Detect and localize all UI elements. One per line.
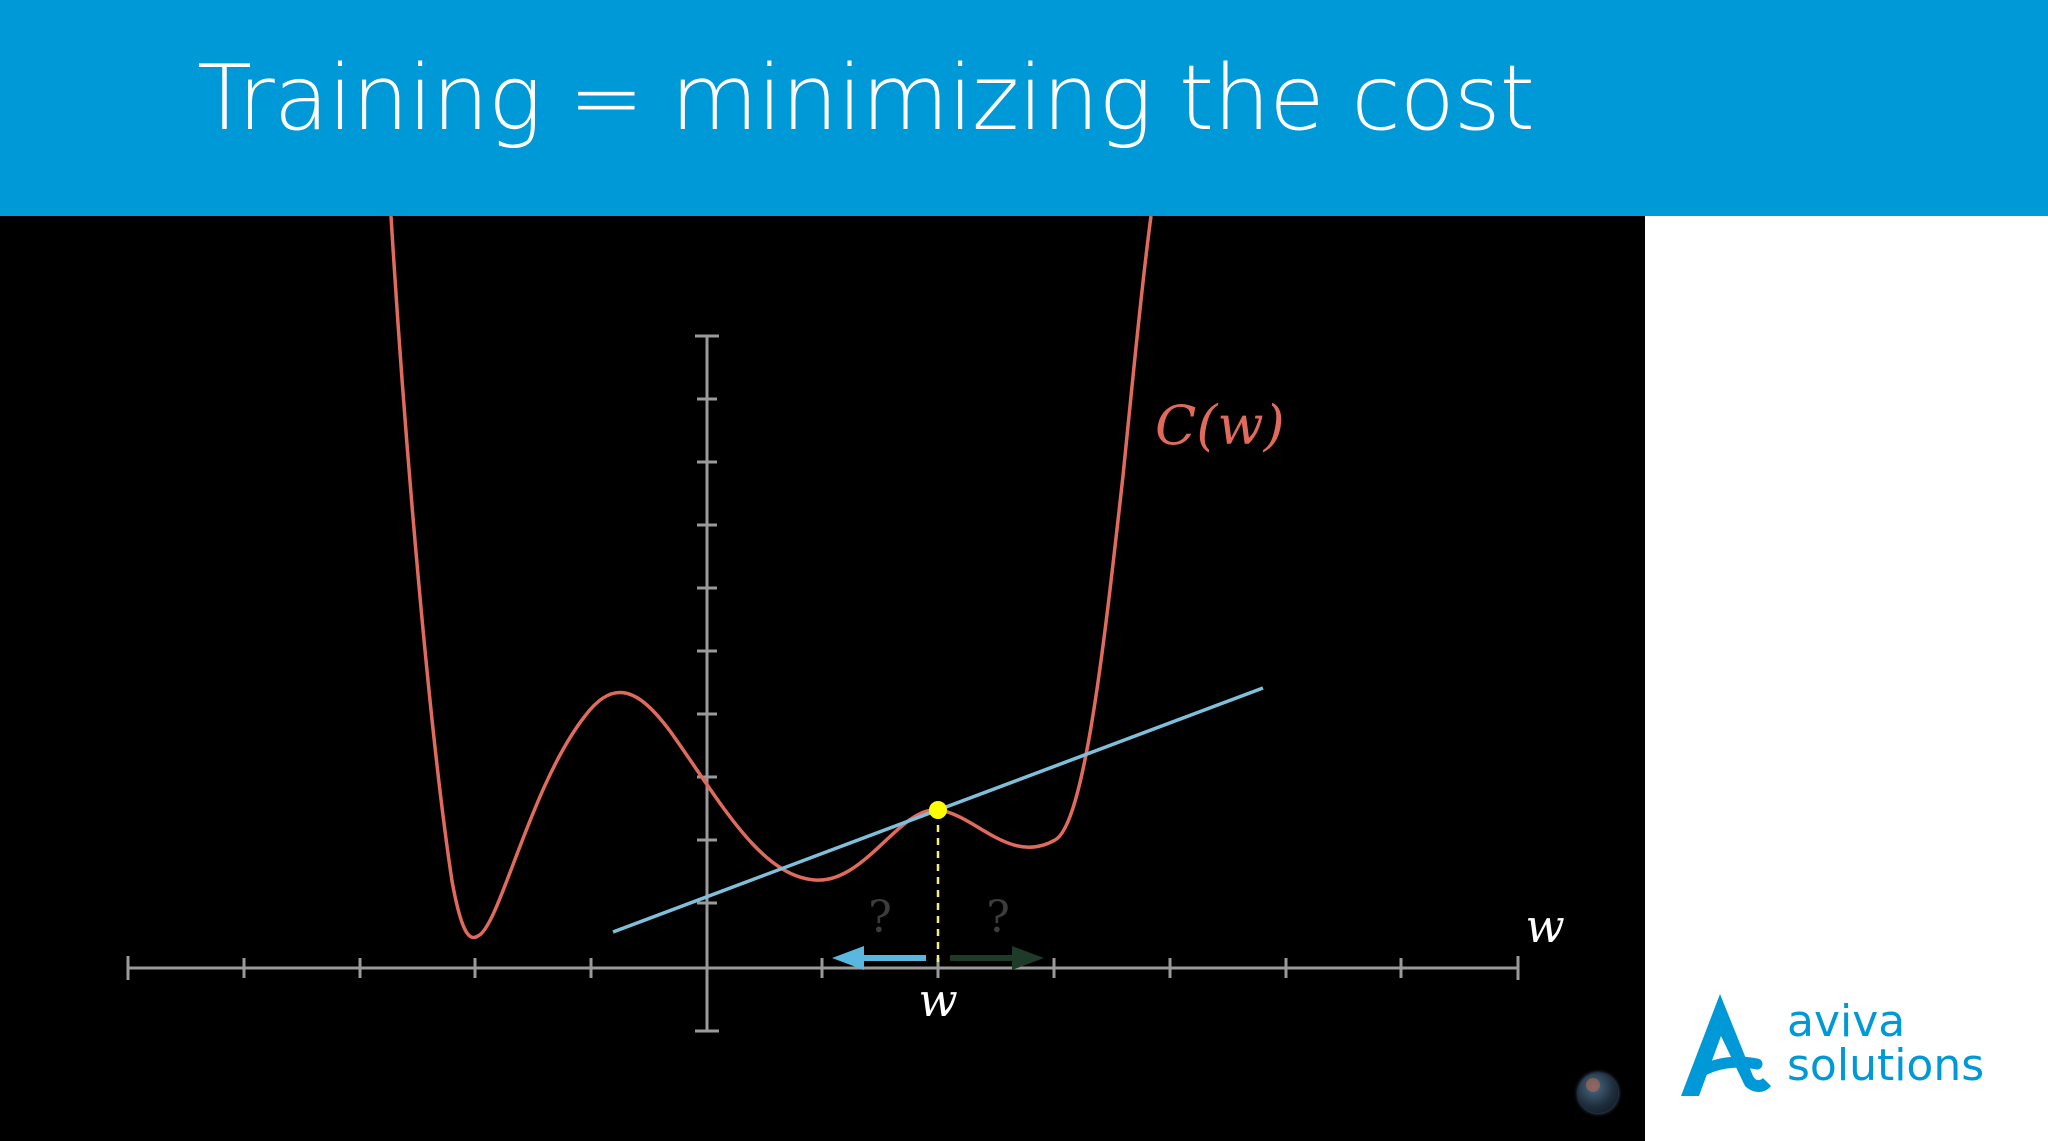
logo-mark-icon [1681,994,1771,1096]
axis-label: w [1525,899,1564,953]
logo-line-aviva: aviva [1787,996,1906,1047]
diagram-canvas: ? ? C(w) w w [126,216,1565,1033]
right-question-mark: ? [986,892,1010,943]
x-axis-ticks [126,956,1520,980]
right-arrow [950,946,1044,970]
y-axis-ticks [695,334,719,1033]
left-arrow [832,946,926,970]
cost-function-diagram: ? ? C(w) w w [0,216,1645,1141]
logo-line-solutions: solutions [1787,1040,1985,1091]
current-point [929,801,947,819]
slide-title: Training = minimizing the cost [197,46,1535,151]
recording-indicator-icon [1578,1073,1618,1113]
slide-header: Training = minimizing the cost [0,0,2048,216]
cost-curve [389,216,1153,940]
left-question-mark: ? [868,892,892,943]
curve-label: C(w) [1155,394,1285,457]
company-logo: aviva solutions [1675,990,2005,1100]
point-label: w [918,973,957,1027]
